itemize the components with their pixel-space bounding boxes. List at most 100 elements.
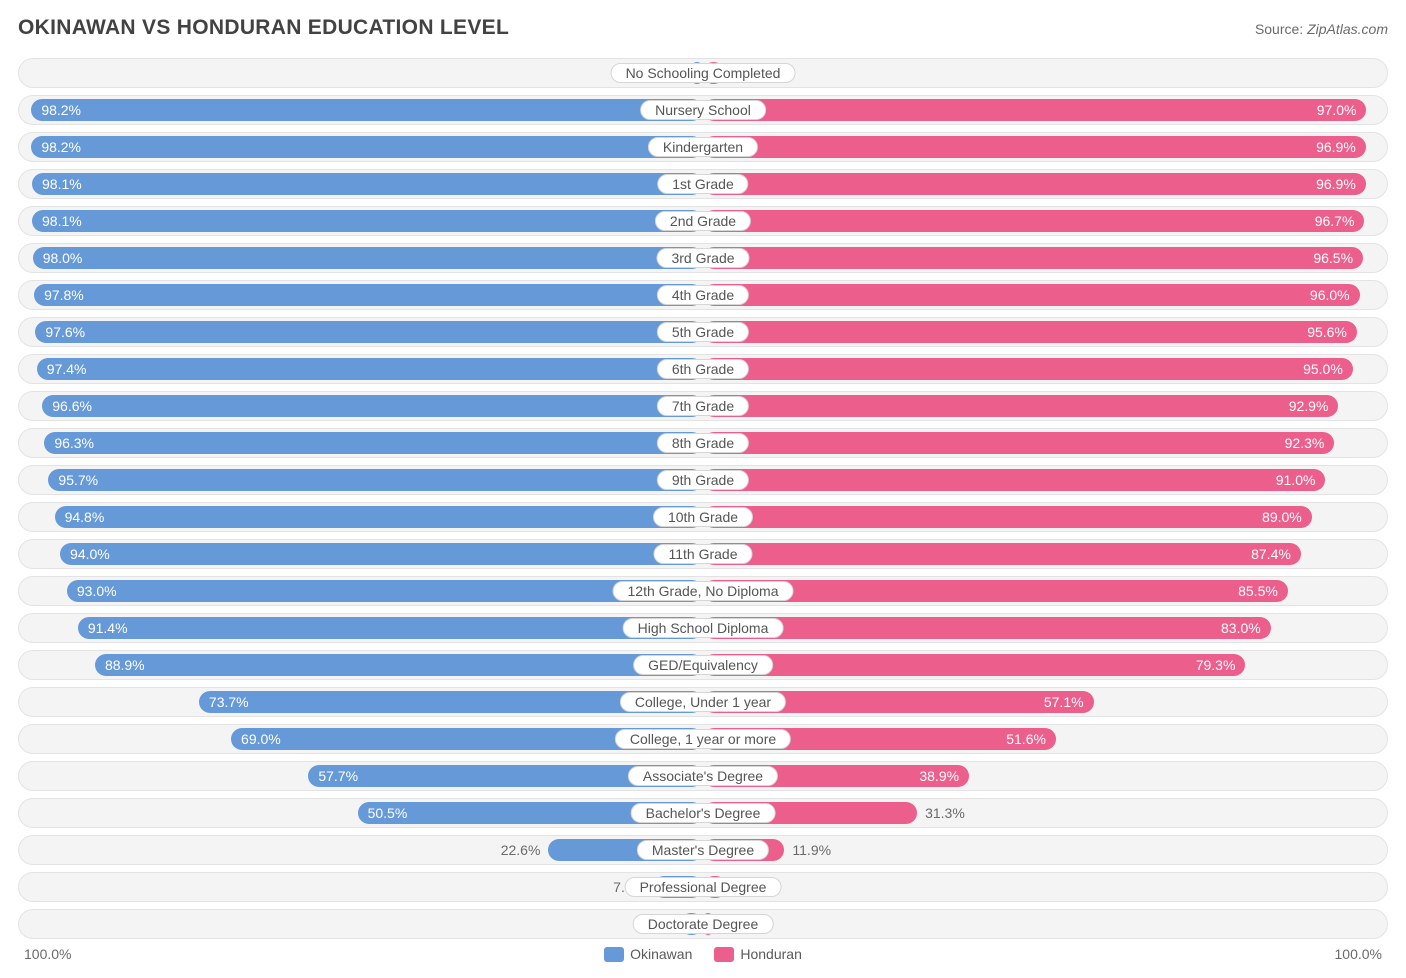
category-label: High School Diploma [623,618,784,638]
bar-row: 94.0% 87.4% 11th Grade [18,539,1388,569]
axis-right-max: 100.0% [1335,946,1382,962]
bar-row: 22.6%11.9%Master's Degree [18,835,1388,865]
bar-left: 97.6% [35,321,703,343]
bar-left-value: 88.9% [95,657,155,673]
bar-left: 97.4% [37,358,703,380]
bar-left: 98.1% [32,173,703,195]
bar-left-value: 97.4% [37,361,97,377]
bar-right: 89.0% [703,506,1312,528]
bar-left: 88.9% [95,654,703,676]
bar-left-value: 94.8% [55,509,115,525]
bar-row: 97.6%95.6%5th Grade [18,317,1388,347]
bar-right-value: 96.7% [1305,213,1365,229]
category-label: Kindergarten [648,137,758,157]
category-label: 3rd Grade [656,248,749,268]
legend-item-left: Okinawan [604,946,692,962]
bar-right-value: 11.9% [784,836,839,864]
bar-row: 7.3%3.5%Professional Degree [18,872,1388,902]
bar-right-value: 97.0% [1307,102,1367,118]
bar-right-value: 96.9% [1306,176,1366,192]
category-label: 4th Grade [657,285,749,305]
bar-left: 94.8% [55,506,703,528]
bar-left-value: 97.6% [35,324,95,340]
bar-right: 95.0% [703,358,1353,380]
diverging-bar-chart: 1.8%3.1%No Schooling Completed 98.2% 97.0%… [18,58,1388,939]
bar-left-value: 94.0% [60,546,120,562]
bar-right-value: 92.3% [1275,435,1335,451]
bar-right: 91.0% [703,469,1325,491]
category-label: 6th Grade [657,359,749,379]
axis-left-max: 100.0% [24,946,71,962]
bar-row: 57.7%38.9%Associate's Degree [18,761,1388,791]
bar-left: 95.7% [48,469,703,491]
category-label: Doctorate Degree [633,914,774,934]
bar-left: 98.1% [32,210,703,232]
bar-left-value: 57.7% [308,768,368,784]
bar-left: 98.0% [33,247,703,269]
bar-left: 93.0% [67,580,703,602]
bar-right-value: 51.6% [996,731,1056,747]
bar-row: 98.2% 97.0% Nursery School [18,95,1388,125]
bar-right: 96.9% [703,173,1366,195]
legend-swatch-left [604,947,624,962]
bar-left-value: 96.3% [44,435,104,451]
bar-right-value: 96.9% [1306,139,1366,155]
bar-left-value: 91.4% [78,620,138,636]
bar-left: 97.8% [34,284,703,306]
bar-row: 96.3%92.3%8th Grade [18,428,1388,458]
bar-row: 93.0%85.5%12th Grade, No Diploma [18,576,1388,606]
bar-left: 98.2% [31,99,703,121]
bar-right: 83.0% [703,617,1271,639]
source-label: Source: [1255,21,1303,37]
bar-row: 98.0% 96.5%3rd Grade [18,243,1388,273]
bar-left-value: 95.7% [48,472,108,488]
bar-row: 95.7% 91.0% 9th Grade [18,465,1388,495]
bar-left: 91.4% [78,617,703,639]
bar-left-value: 98.1% [32,213,92,229]
bar-row: 91.4% 83.0%High School Diploma [18,613,1388,643]
category-label: 9th Grade [657,470,749,490]
bar-row: 73.7%57.1%College, Under 1 year [18,687,1388,717]
bar-right: 97.0% [703,99,1366,121]
bar-right: 96.5% [703,247,1363,269]
legend-item-right: Honduran [714,946,802,962]
bar-right-value: 79.3% [1186,657,1246,673]
bar-right-value: 31.3% [917,799,973,827]
bar-right-value: 87.4% [1241,546,1301,562]
bar-right: 92.9% [703,395,1338,417]
legend-label-right: Honduran [740,946,802,962]
category-label: No Schooling Completed [611,63,796,83]
category-label: 12th Grade, No Diploma [613,581,794,601]
bar-row: 98.1%96.7%2nd Grade [18,206,1388,236]
bar-row: 98.1%96.9%1st Grade [18,169,1388,199]
bar-left-value: 93.0% [67,583,127,599]
category-label: 10th Grade [653,507,753,527]
bar-row: 3.3%1.4%Doctorate Degree [18,909,1388,939]
bar-right-value: 57.1% [1034,694,1094,710]
bar-left-value: 73.7% [199,694,259,710]
bar-row: 50.5% 31.3% Bachelor's Degree [18,798,1388,828]
bar-right-value: 91.0% [1266,472,1326,488]
category-label: Bachelor's Degree [631,803,776,823]
bar-left-value: 50.5% [358,805,418,821]
bar-left-value: 69.0% [231,731,291,747]
bar-row: 94.8% 89.0%10th Grade [18,502,1388,532]
bar-right: 95.6% [703,321,1357,343]
bar-left-value: 98.0% [33,250,93,266]
bar-right-value: 92.9% [1279,398,1339,414]
bar-row: 97.8%96.0%4th Grade [18,280,1388,310]
bar-right: 87.4% [703,543,1301,565]
bar-right: 79.3% [703,654,1245,676]
bar-row: 1.8%3.1%No Schooling Completed [18,58,1388,88]
category-label: Nursery School [640,100,766,120]
bar-left-value: 98.2% [31,102,91,118]
bar-left-value: 97.8% [34,287,94,303]
bar-left-value: 96.6% [42,398,102,414]
bar-left-value: 22.6% [493,836,549,864]
chart-axis: 100.0% Okinawan Honduran 100.0% [18,946,1388,962]
bar-row: 96.6% 92.9% 7th Grade [18,391,1388,421]
category-label: 11th Grade [653,544,752,564]
bar-left: 96.3% [44,432,703,454]
category-label: 7th Grade [657,396,749,416]
bar-row: 88.9%79.3%GED/Equivalency [18,650,1388,680]
